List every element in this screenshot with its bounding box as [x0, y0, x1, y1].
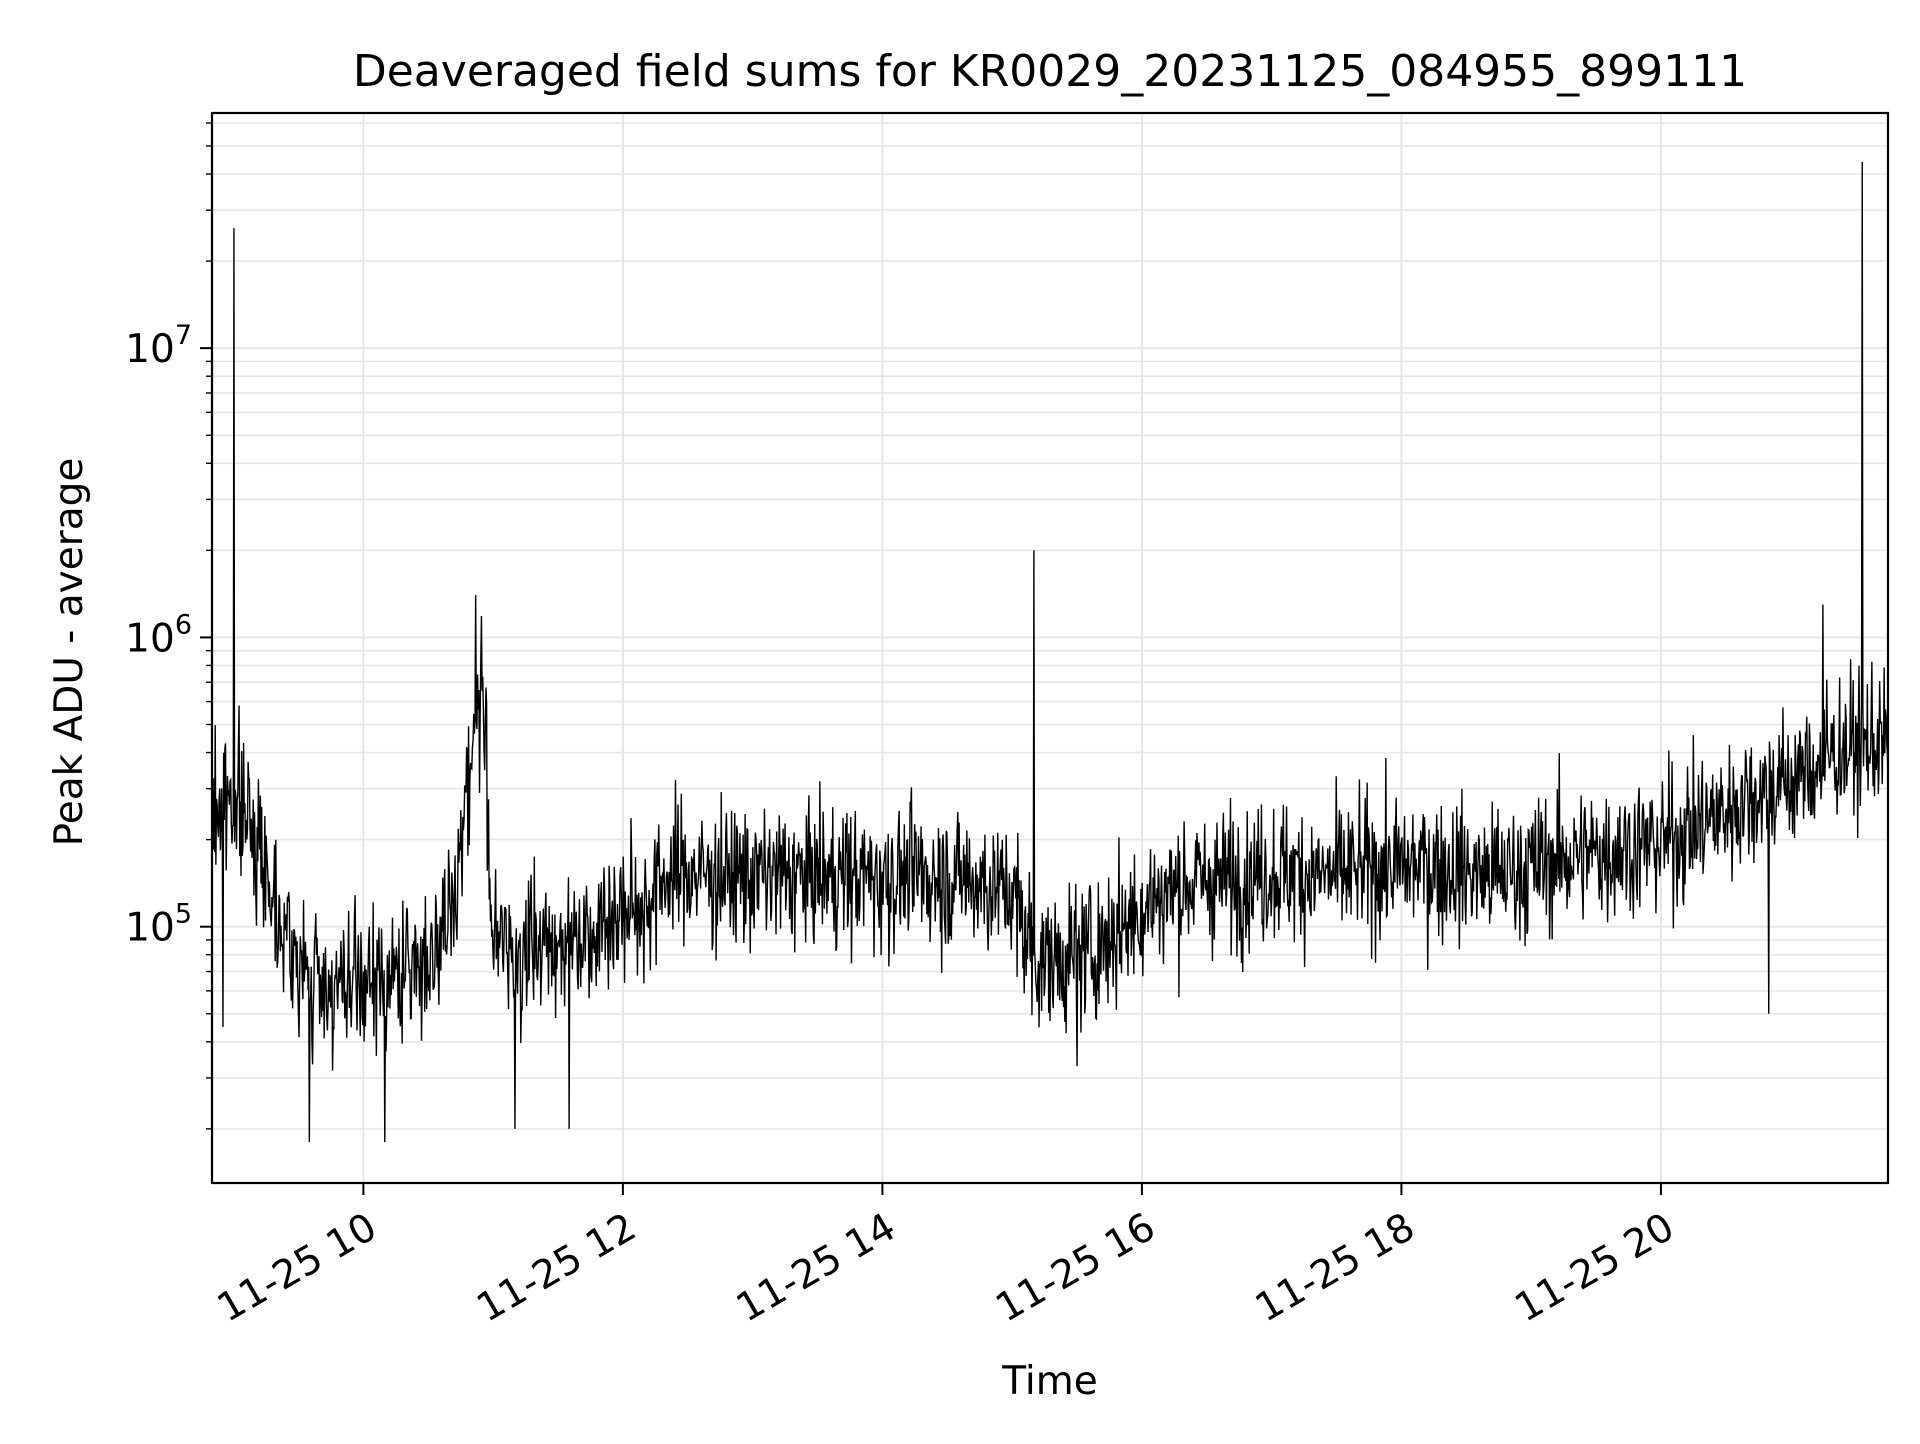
chart-title: Deaveraged field sums for KR0029_2023112… — [353, 46, 1747, 97]
y-tick-label-exponent: 6 — [175, 609, 192, 640]
series-layer — [211, 162, 1889, 1143]
y-axis-label: Peak ADU - average — [47, 458, 92, 847]
y-tick-label-base: 10 — [125, 906, 175, 951]
y-tick-label-base: 10 — [125, 616, 175, 661]
y-tick-label: 107 — [125, 320, 192, 372]
series-line — [211, 162, 1889, 1143]
y-tick-label-base: 10 — [125, 327, 175, 372]
y-tick-label-exponent: 5 — [175, 899, 192, 930]
y-tick-label-exponent: 7 — [175, 320, 192, 351]
plot-frame — [210, 111, 1890, 1185]
y-tick-label: 106 — [125, 609, 192, 661]
y-tick-label: 105 — [125, 899, 192, 951]
x-axis-label: Time — [1001, 1359, 1097, 1404]
